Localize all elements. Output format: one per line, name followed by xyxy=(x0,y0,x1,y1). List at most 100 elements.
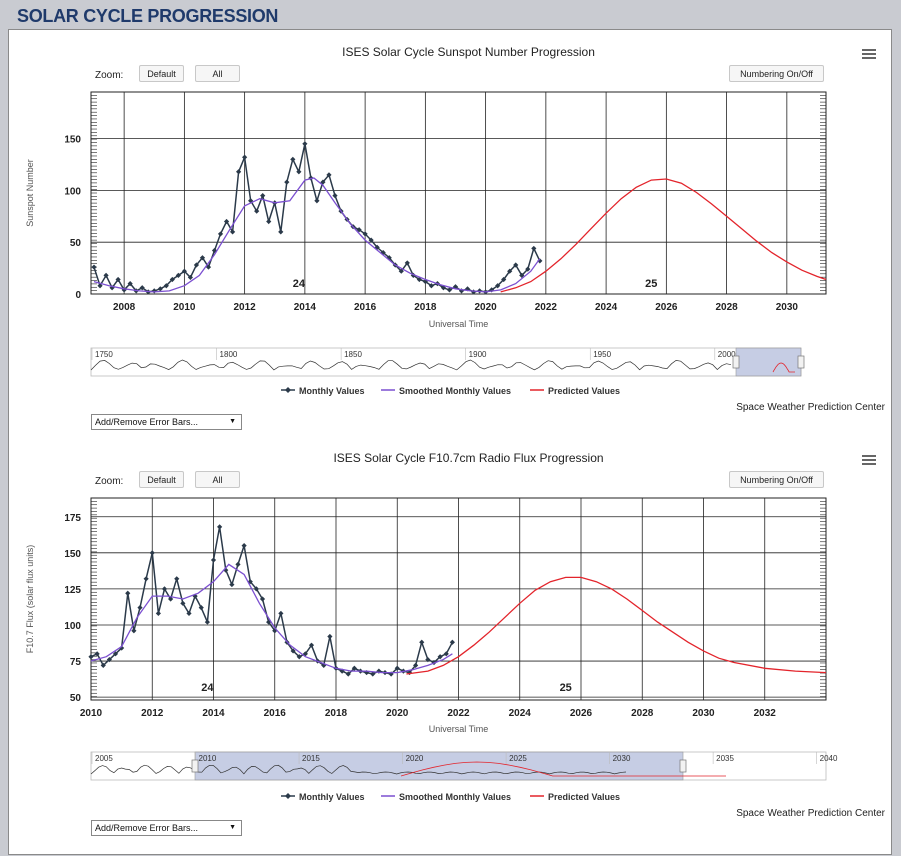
monthly-point xyxy=(419,639,425,645)
navigator-label: 2010 xyxy=(199,754,217,763)
monthly-point xyxy=(507,268,513,274)
navigator-predicted xyxy=(772,362,795,373)
credit-label: Space Weather Prediction Center xyxy=(736,808,885,819)
x-tick-label: 2032 xyxy=(754,708,777,719)
monthly-point xyxy=(327,633,333,640)
monthly-point xyxy=(513,262,519,268)
dropdown-arrow-icon: ▼ xyxy=(229,418,236,425)
monthly-point xyxy=(199,255,206,261)
monthly-point xyxy=(161,586,168,592)
cycle-label: 25 xyxy=(560,682,572,694)
monthly-point xyxy=(217,231,224,237)
navigator-label: 2015 xyxy=(302,754,320,763)
monthly-point xyxy=(229,229,236,235)
x-tick-label: 2028 xyxy=(631,708,654,719)
charts-panel: Zoom: Default All Numbering On/Off Add/R… xyxy=(8,29,892,855)
menu-icon[interactable] xyxy=(862,455,876,467)
error-bars-select[interactable]: Add/Remove Error Bars... ▼ xyxy=(91,820,242,836)
monthly-point xyxy=(296,654,302,660)
navigator-label: 2040 xyxy=(820,754,838,763)
numbering-toggle-button[interactable]: Numbering On/Off xyxy=(729,65,824,82)
zoom-all-button[interactable]: All xyxy=(195,65,240,82)
monthly-point xyxy=(119,645,125,651)
monthly-point xyxy=(398,268,404,274)
error-bars-select-value: Add/Remove Error Bars... xyxy=(95,417,199,427)
monthly-point xyxy=(404,260,410,266)
x-tick-label: 2018 xyxy=(414,302,437,313)
monthly-point xyxy=(259,596,266,602)
monthly-point xyxy=(88,654,94,660)
x-tick-label: 2016 xyxy=(264,708,287,719)
monthly-point xyxy=(428,283,434,289)
monthly-point xyxy=(531,245,537,252)
plot-area xyxy=(90,91,827,295)
monthly-point xyxy=(235,561,241,567)
monthly-point xyxy=(115,276,121,283)
monthly-point xyxy=(143,576,149,582)
monthly-point xyxy=(198,605,204,611)
y-tick-label: 150 xyxy=(64,549,81,560)
monthly-point xyxy=(501,276,507,283)
chart-title: ISES Solar Cycle F10.7cm Radio Flux Prog… xyxy=(333,451,603,465)
monthly-point xyxy=(443,651,449,657)
navigator-label: 2025 xyxy=(509,754,527,763)
monthly-point xyxy=(100,662,106,668)
monthly-point xyxy=(308,642,315,648)
navigator-handle[interactable] xyxy=(679,759,687,773)
y-tick-label: 0 xyxy=(75,290,81,301)
monthly-point xyxy=(437,654,443,660)
credit-label: Space Weather Prediction Center xyxy=(736,402,885,413)
zoom-all-button[interactable]: All xyxy=(195,471,240,488)
monthly-point xyxy=(260,192,266,199)
navigator-handle[interactable] xyxy=(797,355,805,369)
monthly-point xyxy=(193,262,200,268)
monthly-point xyxy=(163,283,169,289)
zoom-default-button[interactable]: Default xyxy=(139,65,184,82)
x-tick-label: 2010 xyxy=(80,708,103,719)
legend-smoothed-label: Smoothed Monthly Values xyxy=(399,792,511,802)
navigator-predicted xyxy=(400,761,726,777)
monthly-point xyxy=(151,288,157,294)
navigator-label: 2005 xyxy=(95,754,113,763)
legend-predicted-label: Predicted Values xyxy=(548,386,620,396)
y-axis-title: Sunspot Number xyxy=(25,159,35,227)
monthly-point xyxy=(362,231,368,237)
navigator-handle[interactable] xyxy=(732,355,740,369)
navigator-handle[interactable] xyxy=(191,759,199,773)
smoothed-values-line xyxy=(90,563,453,674)
monthly-point xyxy=(406,669,413,676)
monthly-point xyxy=(290,156,296,162)
monthly-point xyxy=(339,668,345,674)
monthly-point xyxy=(458,288,465,294)
monthly-point xyxy=(131,628,137,634)
navigator-label: 1950 xyxy=(593,350,611,359)
menu-icon[interactable] xyxy=(862,49,876,61)
monthly-point xyxy=(368,237,374,243)
legend-monthly-label: Monthly Values xyxy=(299,792,365,802)
monthly-point xyxy=(290,648,296,654)
predicted-values-line xyxy=(406,576,827,675)
monthly-point xyxy=(94,651,100,657)
monthly-point xyxy=(106,657,112,663)
x-tick-label: 2024 xyxy=(509,708,532,719)
monthly-point xyxy=(278,610,284,617)
monthly-point xyxy=(302,651,308,657)
x-tick-label: 2020 xyxy=(474,302,497,313)
zoom-default-button[interactable]: Default xyxy=(139,471,184,488)
monthly-point xyxy=(149,550,155,556)
numbering-toggle-button[interactable]: Numbering On/Off xyxy=(729,471,824,488)
monthly-point xyxy=(97,283,103,289)
monthly-point xyxy=(308,175,314,181)
x-tick-label: 2030 xyxy=(692,708,715,719)
x-tick-label: 2026 xyxy=(655,302,678,313)
navigator-label: 2035 xyxy=(716,754,734,763)
monthly-point xyxy=(229,581,235,588)
error-bars-select[interactable]: Add/Remove Error Bars... ▼ xyxy=(91,414,242,430)
y-tick-label: 125 xyxy=(64,585,81,596)
zoom-label: Zoom: xyxy=(95,70,124,81)
x-tick-label: 2016 xyxy=(354,302,377,313)
x-tick-label: 2010 xyxy=(173,302,196,313)
y-tick-label: 175 xyxy=(64,513,81,524)
monthly-point xyxy=(223,567,229,573)
